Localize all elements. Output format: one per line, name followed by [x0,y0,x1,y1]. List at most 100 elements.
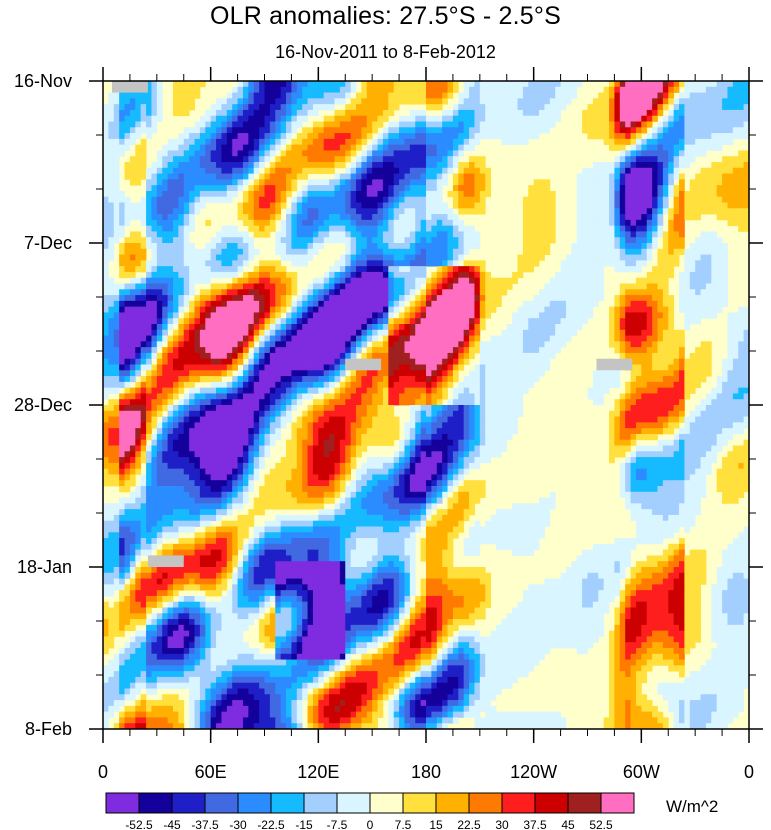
anomaly-cell [377,231,384,238]
anomaly-cell [711,104,718,111]
anomaly-cell [625,179,631,186]
anomaly-cell [119,248,125,255]
anomaly-cell [129,283,136,290]
anomaly-cell [172,144,179,151]
anomaly-cell [727,109,734,117]
anomaly-cell [382,196,389,203]
anomaly-cell [689,109,696,117]
anomaly-cell [404,231,411,238]
anomaly-cell [442,271,448,279]
anomaly-cell [226,127,233,134]
anomaly-cell [673,260,680,267]
anomaly-cell [727,329,734,336]
anomaly-cell [560,300,567,308]
anomaly-cell [388,289,395,296]
anomaly-cell [662,127,669,134]
anomaly-cell [415,86,422,93]
anomaly-cell [307,312,314,319]
anomaly-cell [237,347,244,354]
anomaly-cell [178,133,185,140]
anomaly-cell [156,231,163,238]
anomaly-cell [216,329,222,336]
anomaly-cell [151,266,158,273]
anomaly-cell [151,237,158,244]
anomaly-cell [113,115,120,122]
anomaly-cell [533,306,540,313]
anomaly-cell [479,341,486,348]
anomaly-cell [372,81,378,88]
anomaly-cell [377,185,384,192]
anomaly-cell [555,283,561,290]
anomaly-cell [415,185,422,192]
anomaly-cell [146,271,152,279]
anomaly-cell [183,289,190,296]
anomaly-cell [479,352,486,360]
anomaly-cell [705,277,712,284]
anomaly-cell [447,358,454,365]
anomaly-cell [189,376,195,383]
anomaly-cell [409,312,416,319]
anomaly-cell [113,127,120,134]
anomaly-cell [178,231,185,238]
anomaly-cell [657,150,664,157]
anomaly-cell [221,341,228,348]
anomaly-cell [307,364,314,371]
anomaly-cell [614,237,621,244]
anomaly-cell [517,364,524,371]
anomaly-cell [113,133,120,140]
anomaly-cell [679,179,685,186]
anomaly-cell [253,138,260,146]
anomaly-cell [404,162,411,169]
anomaly-cell [565,266,572,273]
anomaly-cell [135,277,142,284]
anomaly-cell [673,133,680,140]
anomaly-cell [668,312,675,319]
anomaly-cell [356,98,362,105]
anomaly-cell [124,283,131,290]
anomaly-cell [668,266,675,273]
anomaly-cell [377,295,384,302]
anomaly-cell [248,202,255,209]
anomaly-cell [490,289,497,296]
anomaly-cell [576,271,583,279]
anomaly-cell [388,208,395,215]
anomaly-cell [226,358,233,365]
anomaly-cell [544,214,551,221]
anomaly-cell [426,133,432,140]
anomaly-cell [705,208,712,215]
anomaly-cell [221,237,228,244]
anomaly-cell [205,370,212,377]
anomaly-cell [619,167,626,174]
anomaly-cell [382,277,389,284]
anomaly-cell [345,150,352,157]
anomaly-cell [560,98,567,105]
anomaly-cell [280,121,287,128]
anomaly-cell [291,202,298,209]
anomaly-cell [124,312,131,319]
anomaly-cell [199,266,206,273]
anomaly-cell [312,185,319,192]
anomaly-cell [469,173,475,180]
anomaly-cell [259,81,265,88]
anomaly-cell [242,190,249,198]
anomaly-cell [404,329,411,336]
anomaly-cell [544,289,551,296]
anomaly-cell [625,312,631,319]
anomaly-cell [291,98,298,105]
anomaly-cell [113,347,120,354]
anomaly-cell [469,329,475,336]
anomaly-cell [646,219,653,227]
anomaly-cell [716,115,723,122]
anomaly-cell [668,81,675,88]
anomaly-cell [635,179,642,186]
anomaly-cell [216,121,222,128]
anomaly-cell [248,173,255,180]
anomaly-cell [151,98,158,105]
anomaly-cell [565,295,572,302]
anomaly-cell [226,341,233,348]
anomaly-cell [506,324,513,331]
anomaly-cell [630,138,637,146]
anomaly-cell [442,347,448,354]
anomaly-cell [426,364,432,371]
anomaly-cell [512,341,518,348]
